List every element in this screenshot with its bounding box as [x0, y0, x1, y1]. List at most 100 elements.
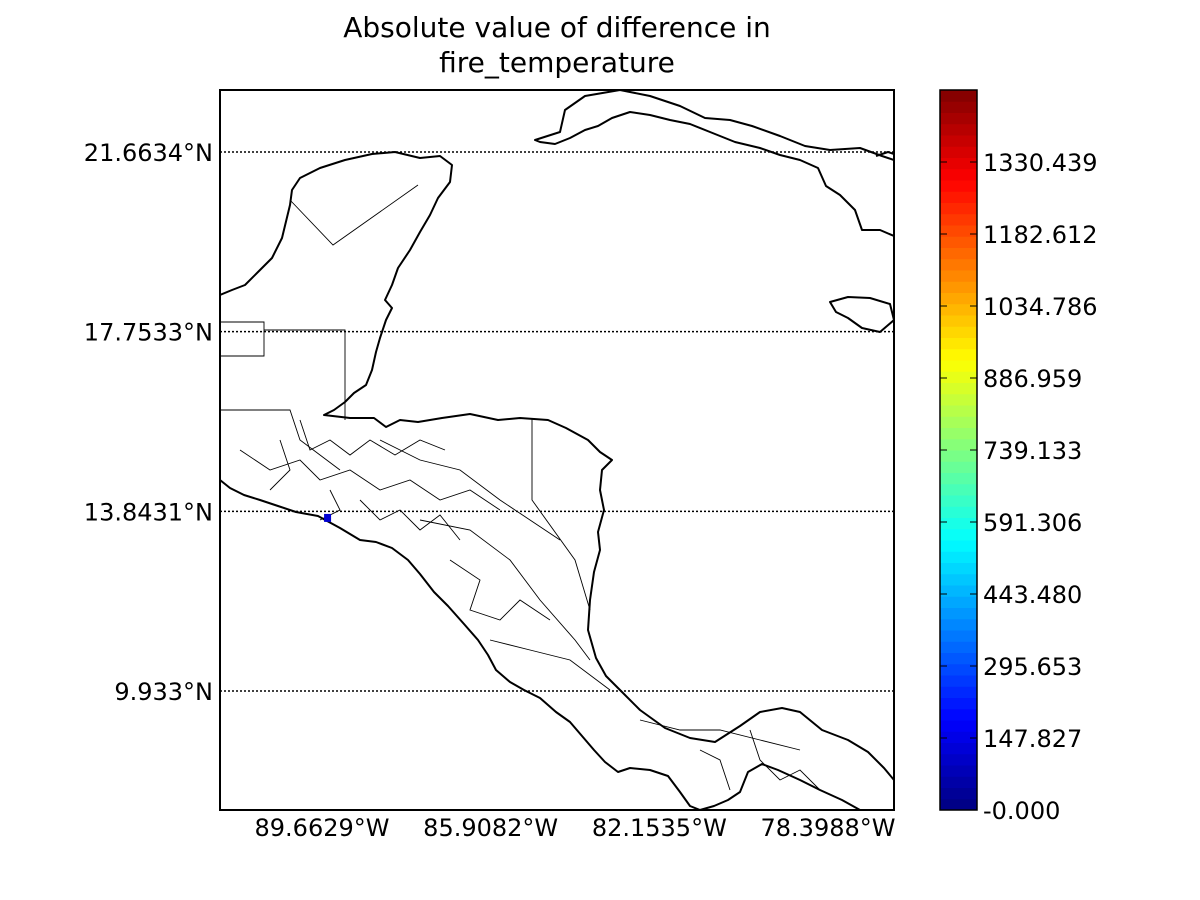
colorbar-band: [940, 427, 977, 440]
colorbar-band: [940, 135, 977, 147]
colorbar-band: [940, 596, 977, 608]
colorbar-band: [940, 123, 977, 136]
admin-borders-3: [531, 418, 591, 611]
heatmap-cell: [324, 513, 332, 522]
mexico-guatemala-border: [220, 321, 265, 357]
costa-rica-border: [489, 639, 611, 691]
colorbar-band: [940, 416, 977, 428]
colorbar-band: [940, 247, 977, 260]
colorbar-band: [940, 517, 977, 530]
y-tick-label: 21.6634°N: [84, 139, 213, 167]
colorbar-band: [940, 213, 977, 226]
colorbar-band: [940, 731, 977, 743]
map-borders: [220, 184, 821, 791]
map-coastlines: [220, 90, 894, 810]
colorbar-tick-label: 886.959: [983, 365, 1082, 393]
colorbar-band: [940, 630, 977, 642]
admin-borders-2: [299, 419, 446, 456]
colorbar-gradient: [940, 90, 977, 811]
colorbar-band: [940, 315, 977, 327]
colorbar-band: [940, 720, 977, 732]
admin-borders-5: [359, 499, 461, 541]
colorbar-band: [940, 641, 977, 653]
colorbar-band: [940, 168, 977, 181]
colorbar-band: [940, 348, 977, 361]
y-tick-label: 17.7533°N: [84, 319, 213, 347]
colorbar-tick-label: -0.000: [983, 797, 1060, 825]
colorbar-tick-label: 1034.786: [983, 293, 1098, 321]
colorbar-band: [940, 708, 977, 721]
x-tick-label: 82.1535°W: [592, 814, 727, 842]
colorbar-tick-label: 739.133: [983, 437, 1082, 465]
colorbar-band: [940, 663, 977, 676]
colorbar-band: [940, 686, 977, 698]
colorbar-band: [940, 191, 977, 203]
colorbar-band: [940, 798, 977, 811]
colorbar-band: [940, 765, 977, 777]
colorbar-band: [940, 461, 977, 473]
colorbar-band: [940, 146, 977, 158]
colorbar-band: [940, 551, 977, 563]
nicaragua-border: [419, 519, 591, 661]
colorbar-band: [940, 180, 977, 192]
colorbar-band: [940, 112, 977, 125]
colorbar-band: [940, 495, 977, 507]
colorbar-tick-label: 147.827: [983, 725, 1082, 753]
cuba-coastline: [534, 90, 894, 237]
central-america-coastline: [220, 151, 894, 810]
belize-border: [264, 329, 346, 420]
colorbar-band: [940, 337, 977, 350]
colorbar-band: [940, 697, 977, 710]
colorbar-band: [940, 742, 977, 755]
colorbar-band: [940, 258, 977, 271]
colorbar-band: [940, 472, 977, 485]
colorbar-tick-label: 1330.439: [983, 149, 1098, 177]
map-panel: [219, 89, 895, 811]
colorbar-band: [940, 506, 977, 518]
colorbar-band: [940, 90, 977, 102]
colorbar-tick-label: 443.480: [983, 581, 1082, 609]
colorbar-band: [940, 618, 977, 631]
colorbar-band: [940, 652, 977, 665]
colorbar-band: [940, 585, 977, 597]
colorbar-band: [940, 157, 977, 170]
map-background: [220, 90, 894, 810]
latitude-gridlines: [220, 151, 894, 692]
colorbar-band: [940, 540, 977, 552]
yucatan-border: [289, 184, 419, 246]
colorbar-band: [940, 753, 977, 766]
colorbar-band: [940, 371, 977, 383]
admin-borders-4: [449, 559, 551, 621]
colorbar-band: [940, 675, 977, 687]
panama-border: [639, 719, 801, 751]
map-frame: [219, 89, 895, 811]
colorbar-band: [940, 438, 977, 451]
colorbar-band: [940, 562, 977, 575]
colorbar-tick-label: 1182.612: [983, 221, 1098, 249]
guatemala-border: [220, 409, 341, 471]
colorbar-tick-label: 591.306: [983, 509, 1082, 537]
colorbar-band: [940, 393, 977, 406]
colorbar-band: [940, 225, 977, 237]
x-tick-label: 78.3988°W: [761, 814, 896, 842]
colorbar-band: [940, 303, 977, 316]
chart-title-line-1: Absolute value of difference in: [343, 11, 771, 44]
y-axis: 21.6634°N 17.7533°N 13.8431°N 9.933°N: [84, 139, 213, 706]
y-tick-label: 13.8431°N: [84, 498, 213, 526]
x-axis: 89.6629°W 85.9082°W 82.1535°W 78.3988°W: [255, 814, 896, 842]
admin-borders-1: [239, 449, 501, 511]
colorbar-band: [940, 292, 977, 305]
colorbar-ticks: -0.000 147.827 295.653 443.480 591.306 739.13…: [940, 149, 1098, 825]
chart-title-line-2: fire_temperature: [439, 46, 675, 79]
colorbar-band: [940, 483, 977, 496]
colorbar-band: [940, 281, 977, 293]
honduras-border: [379, 439, 561, 541]
jamaica-coastline: [829, 296, 894, 333]
colorbar-band: [940, 236, 977, 248]
chart-title: Absolute value of difference in fire_tem…: [343, 11, 771, 79]
colorbar-band: [940, 573, 977, 586]
colorbar-band: [940, 405, 977, 417]
colorbar-band: [940, 360, 977, 372]
heatmap-cells: [324, 513, 332, 522]
